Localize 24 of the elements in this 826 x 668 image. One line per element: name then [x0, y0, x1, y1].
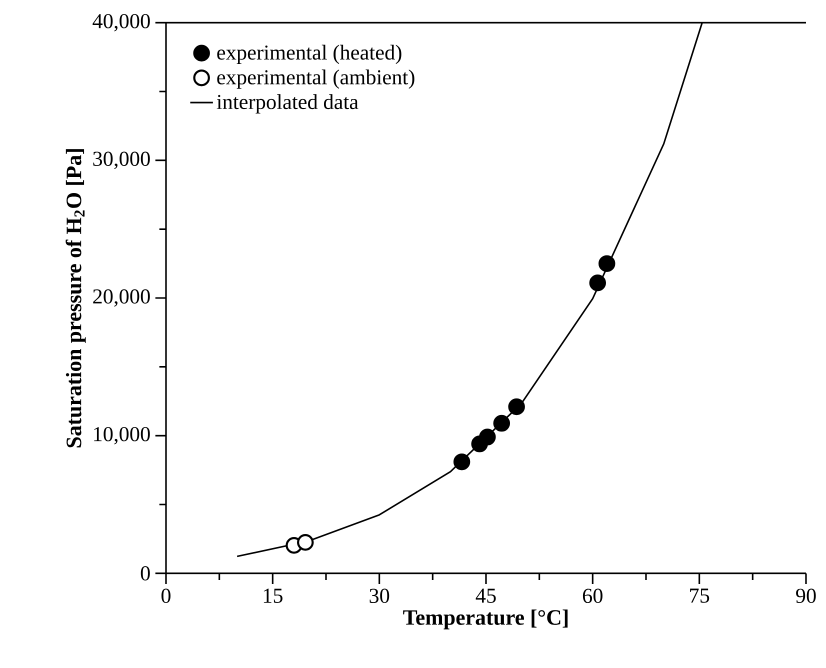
x-tick-label: 45 — [476, 588, 496, 603]
point — [598, 255, 616, 272]
x-tick-label: 90 — [796, 588, 816, 603]
x-tick-label: 75 — [690, 588, 710, 603]
point — [297, 534, 314, 551]
point — [479, 428, 496, 446]
point — [453, 453, 470, 470]
x-tick-label: 60 — [582, 588, 602, 603]
legend-label: interpolated data — [216, 94, 358, 114]
y-tick-label: 40,000 — [92, 14, 150, 32]
legend-label: experimental (heated) — [217, 44, 402, 64]
point — [508, 398, 525, 416]
x-tick-label: 30 — [370, 588, 390, 603]
y-tick-label: 0 — [140, 566, 150, 581]
legend-label: experimental (ambient) — [217, 69, 414, 89]
y-tick-label: 20,000 — [93, 289, 150, 307]
x-tick-label: 15 — [264, 588, 282, 603]
point — [493, 414, 510, 432]
x-tick-label: 0 — [162, 588, 170, 603]
y-tick-label: 10,000 — [94, 426, 150, 444]
point — [589, 274, 606, 292]
x-axis-title: Temperature [°C] — [403, 609, 568, 630]
y-tick-label: 30,000 — [93, 152, 150, 170]
y-axis-title: Saturation pressure of H$_{2}$O [Pa] — [66, 149, 86, 448]
